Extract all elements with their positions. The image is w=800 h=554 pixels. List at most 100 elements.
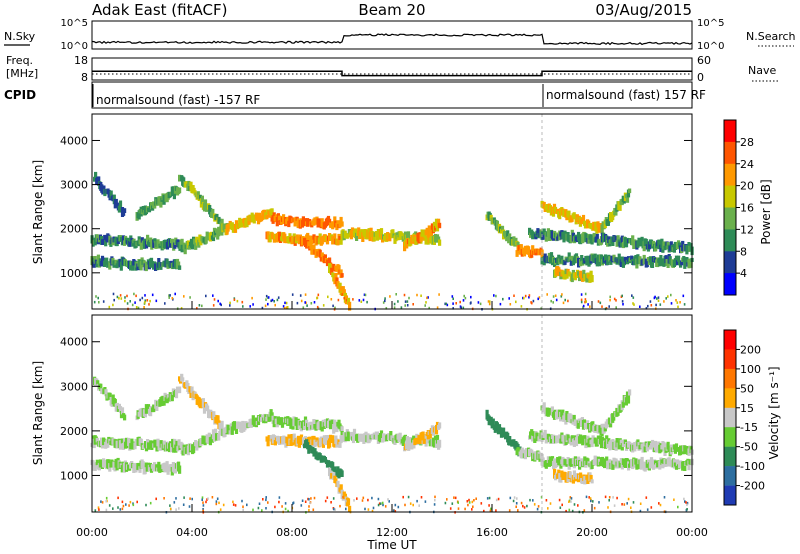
echo-band-2: [90, 233, 184, 251]
echo-band-16: [540, 402, 604, 436]
colorbar-tick-label: 200: [740, 343, 761, 356]
ytick-label: 2000: [60, 223, 88, 236]
ytick-label: 3000: [60, 179, 88, 192]
colorbar-cell: [724, 141, 736, 165]
power-colorbar-label: Power [dB]: [759, 179, 773, 244]
colorbar-cell: [724, 273, 736, 296]
velocity-ylabel: Slant Range [km]: [31, 361, 45, 465]
ytick-label: 3000: [60, 380, 88, 393]
x-axis-ticks: 00:00 04:00 08:00 12:00 16:00 20:00 00:00: [76, 301, 708, 539]
velocity-data: [90, 315, 694, 514]
date-title: 03/Aug/2015: [595, 1, 692, 19]
echo-band-1: [93, 171, 127, 217]
frequency-panel: Freq. [MHz] 18 8 60 0 Nave: [6, 54, 778, 84]
echo-band-6: [180, 223, 229, 255]
xtick-label: 08:00: [276, 526, 308, 539]
xtick-label: 00:00: [76, 526, 108, 539]
colorbar-tick-label: 16: [740, 202, 754, 215]
echo-band-5: [178, 174, 224, 229]
ytick-label: 2000: [60, 425, 88, 438]
echo-band-17: [600, 188, 632, 235]
power-colorbar: 28 24 20 16 12 8 4: [723, 119, 754, 296]
colorbar-tick-label: 12: [740, 223, 754, 236]
echo-band-19: [540, 252, 694, 269]
ytick-label: 4000: [60, 336, 88, 349]
colorbar-cell: [724, 229, 736, 252]
xtick-label: 12:00: [376, 526, 408, 539]
ytick-label: 1000: [60, 469, 88, 482]
station-title: Adak East (fitACF): [92, 1, 227, 19]
colorbar-cell: [724, 446, 736, 467]
echo-band-17: [600, 389, 632, 437]
colorbar-cell: [724, 466, 736, 486]
colorbar-tick-label: -100: [740, 460, 765, 473]
echo-band-20: [553, 266, 594, 283]
frequency-line: [92, 70, 692, 77]
echo-band-5: [178, 373, 224, 430]
freq-tick-left-top: 18: [74, 54, 88, 67]
ytick-label: 4000: [60, 134, 88, 147]
ytick-label: 1000: [60, 267, 88, 280]
colorbar-cell: [724, 485, 736, 506]
freq-label-line2: [MHz]: [6, 67, 38, 80]
freq-tick-left-bottom: 8: [81, 71, 88, 84]
colorbar-cell: [724, 368, 736, 389]
echo-band-18: [528, 227, 694, 256]
power-yticks: 1000 2000 3000 4000: [60, 134, 692, 280]
colorbar-tick-label: 4: [740, 267, 747, 280]
x-axis-label: Time UT: [366, 538, 417, 552]
power-panel: 1000 2000 3000 4000 Slant Range [km] 28 24 20…: [31, 113, 773, 311]
colorbar-cell: [724, 185, 736, 208]
echo-band-10: [303, 439, 344, 479]
colorbar-cell: [724, 207, 736, 230]
power-ylabel: Slant Range [km]: [31, 160, 45, 264]
colorbar-tick-label: -15: [740, 421, 758, 434]
colorbar-tick-label: 20: [740, 180, 754, 193]
noise-tick-left-top: 10^5: [61, 18, 88, 29]
colorbar-cell: [724, 251, 736, 274]
noise-tick-left-bottom: 10^0: [61, 41, 88, 52]
echo-band-3: [90, 457, 182, 476]
colorbar-tick-label: 8: [740, 245, 747, 258]
echo-band-15: [515, 447, 544, 462]
freq-tick-right-bottom: 0: [697, 71, 704, 84]
colorbar-tick-label: 50: [740, 382, 754, 395]
colorbar-tick-label: 24: [740, 158, 754, 171]
nave-label: Nave: [748, 64, 776, 77]
velocity-panel: 1000 2000 3000 4000 Slant Range [km] 200 100…: [31, 314, 781, 514]
noise-sky-line: [91, 33, 693, 46]
colorbar-tick-label: -200: [740, 480, 765, 493]
echo-band-4: [135, 386, 182, 421]
colorbar-cell: [724, 349, 736, 370]
echo-band-1: [93, 376, 127, 421]
echo-band-7: [225, 208, 274, 235]
echo-band-6: [180, 426, 229, 456]
colorbar-cell: [724, 427, 736, 447]
colorbar-cell: [724, 407, 736, 428]
freq-label-line1: Freq.: [6, 54, 33, 67]
colorbar-tick-label: 15: [740, 402, 754, 415]
echo-band-8: [270, 415, 344, 434]
echo-band-4: [135, 185, 182, 221]
velocity-yticks: 1000 2000 3000 4000: [60, 336, 692, 482]
echo-band-13: [403, 218, 442, 252]
echo-band-8: [270, 212, 344, 231]
cpid-segment-1: normalsound (fast) -157 RF: [96, 93, 260, 107]
colorbar-cell: [724, 388, 736, 408]
echo-band-13: [403, 421, 442, 452]
colorbar-cell: [724, 163, 736, 186]
colorbar-tick-label: 100: [740, 363, 761, 376]
colorbar-cell: [724, 330, 736, 350]
power-data: [90, 114, 694, 311]
cpid-segment-2: normalsound (fast) 157 RF: [546, 88, 706, 102]
echo-band-20: [553, 468, 594, 485]
echo-band-19: [540, 455, 694, 472]
freq-tick-right-top: 60: [697, 54, 711, 67]
echo-band-7: [225, 409, 274, 435]
noise-left-label: N.Sky: [4, 30, 36, 43]
xtick-label: 04:00: [176, 526, 208, 539]
noise-panel: N.Sky 10^5 10^0 10^5 10^0 N.Search: [4, 18, 796, 52]
noise-tick-right-top: 10^5: [697, 18, 724, 29]
noise-right-label: N.Search: [746, 30, 796, 43]
xtick-label: 20:00: [576, 526, 608, 539]
